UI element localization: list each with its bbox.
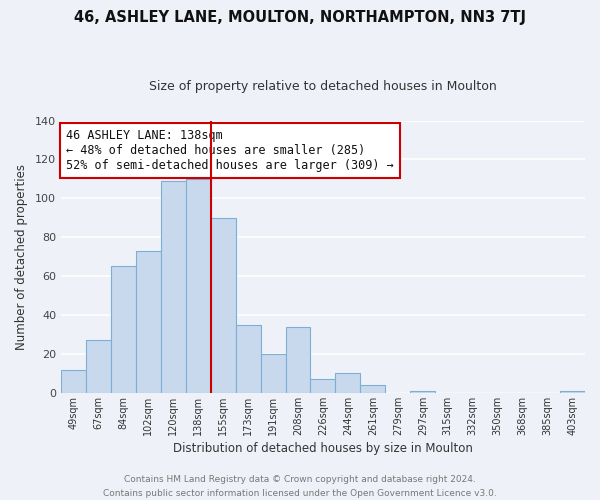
Bar <box>410 391 435 393</box>
Text: 46, ASHLEY LANE, MOULTON, NORTHAMPTON, NN3 7TJ: 46, ASHLEY LANE, MOULTON, NORTHAMPTON, N… <box>74 10 526 25</box>
Bar <box>236 325 260 393</box>
X-axis label: Distribution of detached houses by size in Moulton: Distribution of detached houses by size … <box>173 442 473 455</box>
Bar <box>286 327 310 393</box>
Bar <box>310 380 335 393</box>
Bar <box>86 340 111 393</box>
Bar <box>560 391 585 393</box>
Title: Size of property relative to detached houses in Moulton: Size of property relative to detached ho… <box>149 80 497 93</box>
Y-axis label: Number of detached properties: Number of detached properties <box>15 164 28 350</box>
Bar <box>211 218 236 393</box>
Bar <box>61 370 86 393</box>
Text: 46 ASHLEY LANE: 138sqm
← 48% of detached houses are smaller (285)
52% of semi-de: 46 ASHLEY LANE: 138sqm ← 48% of detached… <box>66 128 394 172</box>
Bar <box>136 251 161 393</box>
Bar <box>260 354 286 393</box>
Bar <box>335 374 361 393</box>
Bar <box>361 385 385 393</box>
Bar <box>111 266 136 393</box>
Text: Contains HM Land Registry data © Crown copyright and database right 2024.
Contai: Contains HM Land Registry data © Crown c… <box>103 476 497 498</box>
Bar <box>186 179 211 393</box>
Bar <box>161 181 186 393</box>
